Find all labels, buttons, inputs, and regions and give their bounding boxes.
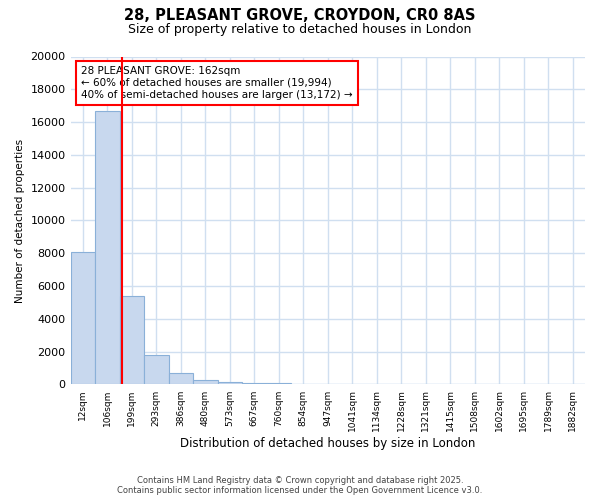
Bar (242, 383, 266, 384)
Bar (193, 380, 218, 384)
Text: Contains HM Land Registry data © Crown copyright and database right 2025.
Contai: Contains HM Land Registry data © Crown c… (118, 476, 482, 495)
Text: 28, PLEASANT GROVE, CROYDON, CR0 8AS: 28, PLEASANT GROVE, CROYDON, CR0 8AS (124, 8, 476, 22)
Bar (218, 382, 242, 384)
Bar (266, 383, 291, 384)
Bar (144, 355, 169, 384)
Y-axis label: Number of detached properties: Number of detached properties (15, 138, 25, 302)
Bar (119, 296, 144, 384)
Bar (71, 252, 95, 384)
Text: Size of property relative to detached houses in London: Size of property relative to detached ho… (128, 22, 472, 36)
Bar (169, 373, 193, 384)
Text: 28 PLEASANT GROVE: 162sqm
← 60% of detached houses are smaller (19,994)
40% of s: 28 PLEASANT GROVE: 162sqm ← 60% of detac… (81, 66, 352, 100)
Bar (95, 110, 119, 384)
X-axis label: Distribution of detached houses by size in London: Distribution of detached houses by size … (180, 437, 475, 450)
